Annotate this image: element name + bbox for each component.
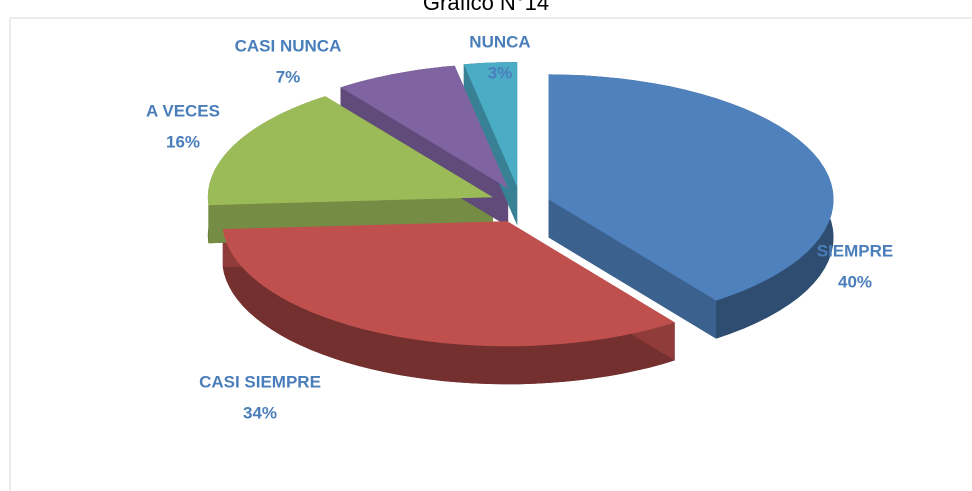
- slice-label: CASI NUNCA: [235, 36, 342, 55]
- slice: [207, 96, 493, 206]
- slice-side: [222, 229, 675, 385]
- chart-frame: [9, 17, 972, 491]
- slice-value-label: 34%: [243, 403, 277, 422]
- slice: [548, 74, 834, 301]
- slice: [463, 62, 518, 188]
- slice-value-label: 3%: [488, 63, 513, 82]
- slice-value-label: 40%: [838, 272, 872, 291]
- slice-label: NUNCA: [469, 32, 530, 51]
- slice-value-label: 7%: [276, 67, 301, 86]
- slice-label: SIEMPRE: [817, 241, 894, 260]
- slice-label: CASI SIEMPRE: [199, 372, 321, 391]
- slice-label: A VECES: [146, 101, 220, 120]
- slice-value-label: 16%: [166, 132, 200, 151]
- chart-title: Gráfico N°14: [423, 0, 549, 15]
- slice-side: [548, 199, 717, 339]
- slice: [340, 65, 509, 189]
- slice: [222, 221, 675, 347]
